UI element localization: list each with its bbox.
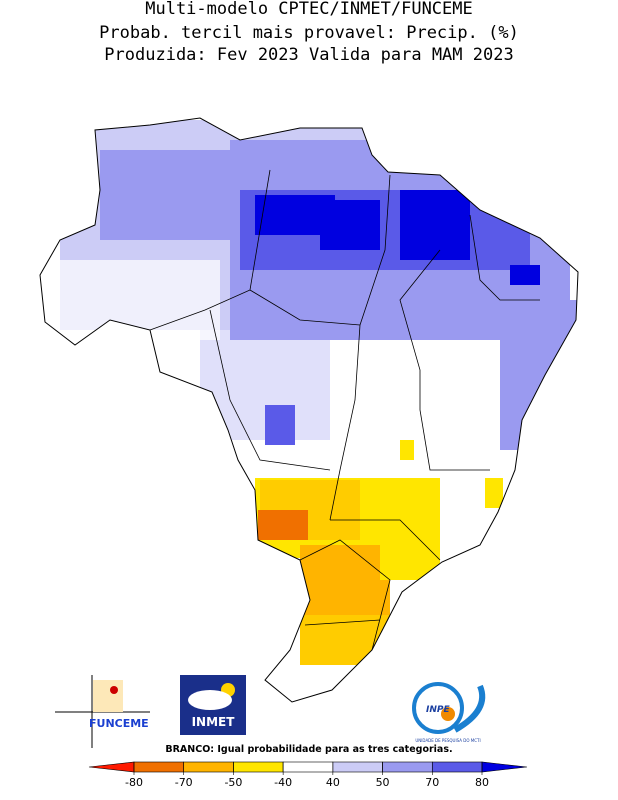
colorbar-label: 40 <box>326 776 340 789</box>
funceme-logo: FUNCEME <box>55 675 150 748</box>
legend-note: BRANCO: Igual probabilidade para as tres… <box>165 744 452 755</box>
colorbar-segment <box>282 761 334 773</box>
inpe-text: INPE <box>426 705 450 715</box>
colorbar-end <box>88 761 135 773</box>
colorbar: -80 -70 -50 -40 40 50 70 80 <box>88 761 528 789</box>
colorbar-end <box>481 761 528 773</box>
colorbar-segment <box>133 761 185 773</box>
colorbar-segment <box>332 761 383 773</box>
colorbar-segment <box>183 761 234 773</box>
colorbar-label: 70 <box>425 776 439 789</box>
inmet-logo: INMET <box>180 675 246 735</box>
inpe-logo: INPE UNIDADE DE PESQUISA DO MCTI <box>412 682 486 743</box>
title-line3: Produzida: Fev 2023 Valida para MAM 2023 <box>104 45 513 65</box>
title-line2: Probab. tercil mais provavel: Precip. (%… <box>99 23 519 43</box>
colorbar-segment <box>382 761 433 773</box>
colorbar-label: -50 <box>224 776 242 789</box>
state-borders <box>149 169 540 651</box>
colorbar-label: -80 <box>125 776 143 789</box>
colorbar-segment <box>233 761 284 773</box>
colorbar-label: 50 <box>376 776 390 789</box>
colorbar-label: -70 <box>175 776 193 789</box>
inpe-caption: UNIDADE DE PESQUISA DO MCTI <box>415 738 480 743</box>
inmet-text: INMET <box>192 715 236 729</box>
colorbar-label: 80 <box>475 776 489 789</box>
title-line1: Multi-modelo CPTEC/INMET/FUNCEME <box>145 0 473 19</box>
country-outline <box>39 117 579 703</box>
colorbar-label: -40 <box>274 776 292 789</box>
funceme-text: FUNCEME <box>89 717 149 730</box>
colorbar-segment <box>431 761 483 773</box>
